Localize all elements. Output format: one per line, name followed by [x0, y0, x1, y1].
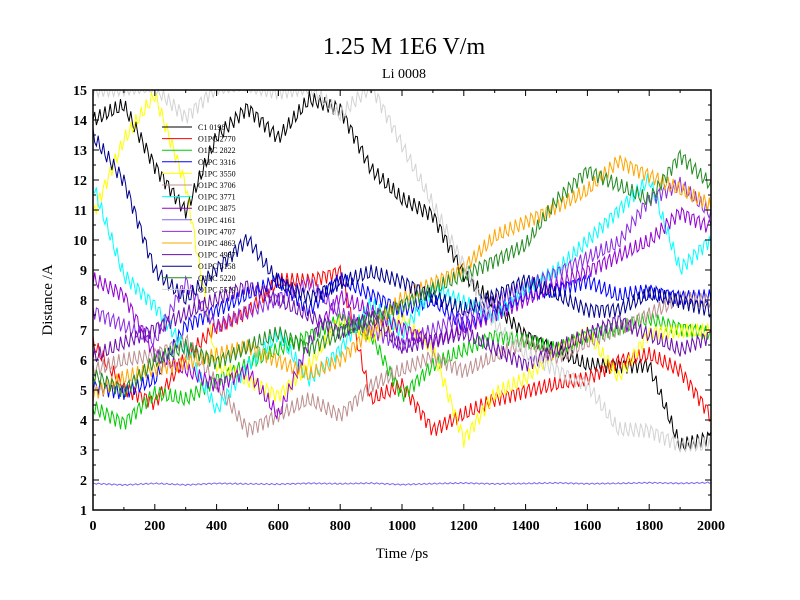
series-line-o1pc-3550: [92, 91, 712, 448]
legend-label-o1pc-5519: O1PC 5519: [198, 285, 236, 294]
series-line-c1-0198: [92, 91, 712, 453]
y-tick-label-2: 2: [80, 474, 87, 489]
x-tick-label-200: 200: [144, 519, 165, 534]
y-axis-label: Distance /A: [40, 264, 56, 335]
legend-label-o1pc-2770: O1PC 2770: [198, 135, 236, 144]
legend-label-o1pc-3316: O1PC 3316: [198, 158, 236, 167]
legend-label-o1pc-5158: O1PC 5158: [198, 262, 236, 271]
series-line-o1pc-5158: [92, 128, 712, 318]
y-tick-label-1: 1: [80, 504, 87, 519]
y-tick-label-3: 3: [80, 444, 87, 459]
y-tick-label-14: 14: [73, 114, 87, 129]
x-tick-label-400: 400: [206, 519, 227, 534]
legend-label-o1pc-5220: O1PC 5220: [198, 274, 236, 283]
x-tick-label-1800: 1800: [635, 519, 663, 534]
x-tick-label-1000: 1000: [388, 519, 416, 534]
series-line-o1pc-5220: [92, 148, 712, 397]
legend-label-o1pc-3550: O1PC 3550: [198, 169, 236, 178]
legend-label-o1pc-3771: O1PC 3771: [198, 193, 236, 202]
chart-subtitle: Li 0008: [382, 67, 426, 82]
series-line-o1pc-3875: [92, 206, 712, 420]
legend: C1 0198 O1PC 2770 O1PC 2822 O1PC 3316 O1PC 3…: [162, 123, 236, 294]
series-line-o1pc-3316: [92, 272, 712, 400]
y-tick-label-13: 13: [73, 144, 87, 159]
legend-label-o1pc-2822: O1PC 2822: [198, 146, 236, 155]
x-tick-label-1400: 1400: [512, 519, 540, 534]
axis-ticks: 0 200 400 600 800 1000 1200 1400 1600 1800 2000123…: [73, 84, 725, 534]
legend-label-o1pc-3875: O1PC 3875: [198, 204, 236, 213]
series-line-o1pc-4967: [92, 280, 712, 372]
x-tick-label-0: 0: [90, 519, 97, 534]
series-layer: [92, 88, 712, 487]
legend-label-o1pc-4863: O1PC 4863: [198, 239, 236, 248]
series-line-o1pc-4161: [92, 481, 712, 487]
x-tick-label-1600: 1600: [573, 519, 601, 534]
legend-label-o1pc-4707: O1PC 4707: [198, 227, 236, 236]
series-line-o1pc-3771: [92, 173, 712, 414]
y-tick-label-5: 5: [80, 384, 87, 399]
y-tick-label-12: 12: [73, 174, 87, 189]
y-tick-label-10: 10: [73, 234, 87, 249]
y-tick-label-9: 9: [80, 264, 87, 279]
y-tick-label-7: 7: [80, 324, 87, 339]
x-tick-label-2000: 2000: [697, 519, 725, 534]
legend-label-o1pc-4967: O1PC 4967: [198, 251, 236, 260]
y-tick-label-4: 4: [80, 414, 87, 429]
chart-title: 1.25 M 1E6 V/m: [323, 34, 486, 60]
y-tick-label-8: 8: [80, 294, 87, 309]
x-tick-label-1200: 1200: [450, 519, 478, 534]
x-tick-label-800: 800: [330, 519, 351, 534]
x-tick-label-600: 600: [268, 519, 289, 534]
x-axis-label: Time /ps: [376, 546, 429, 562]
series-line-o1pc-5519: [92, 88, 712, 453]
series-line-o1pc-2822: [92, 311, 712, 430]
legend-label-c1-0198: C1 0198: [198, 123, 225, 132]
y-tick-label-15: 15: [73, 84, 87, 99]
y-tick-label-11: 11: [74, 204, 87, 219]
legend-label-o1pc-3706: O1PC 3706: [198, 181, 236, 190]
legend-label-o1pc-4161: O1PC 4161: [198, 216, 236, 225]
series-line-o1pc-2770: [92, 264, 712, 436]
y-tick-label-6: 6: [80, 354, 87, 369]
